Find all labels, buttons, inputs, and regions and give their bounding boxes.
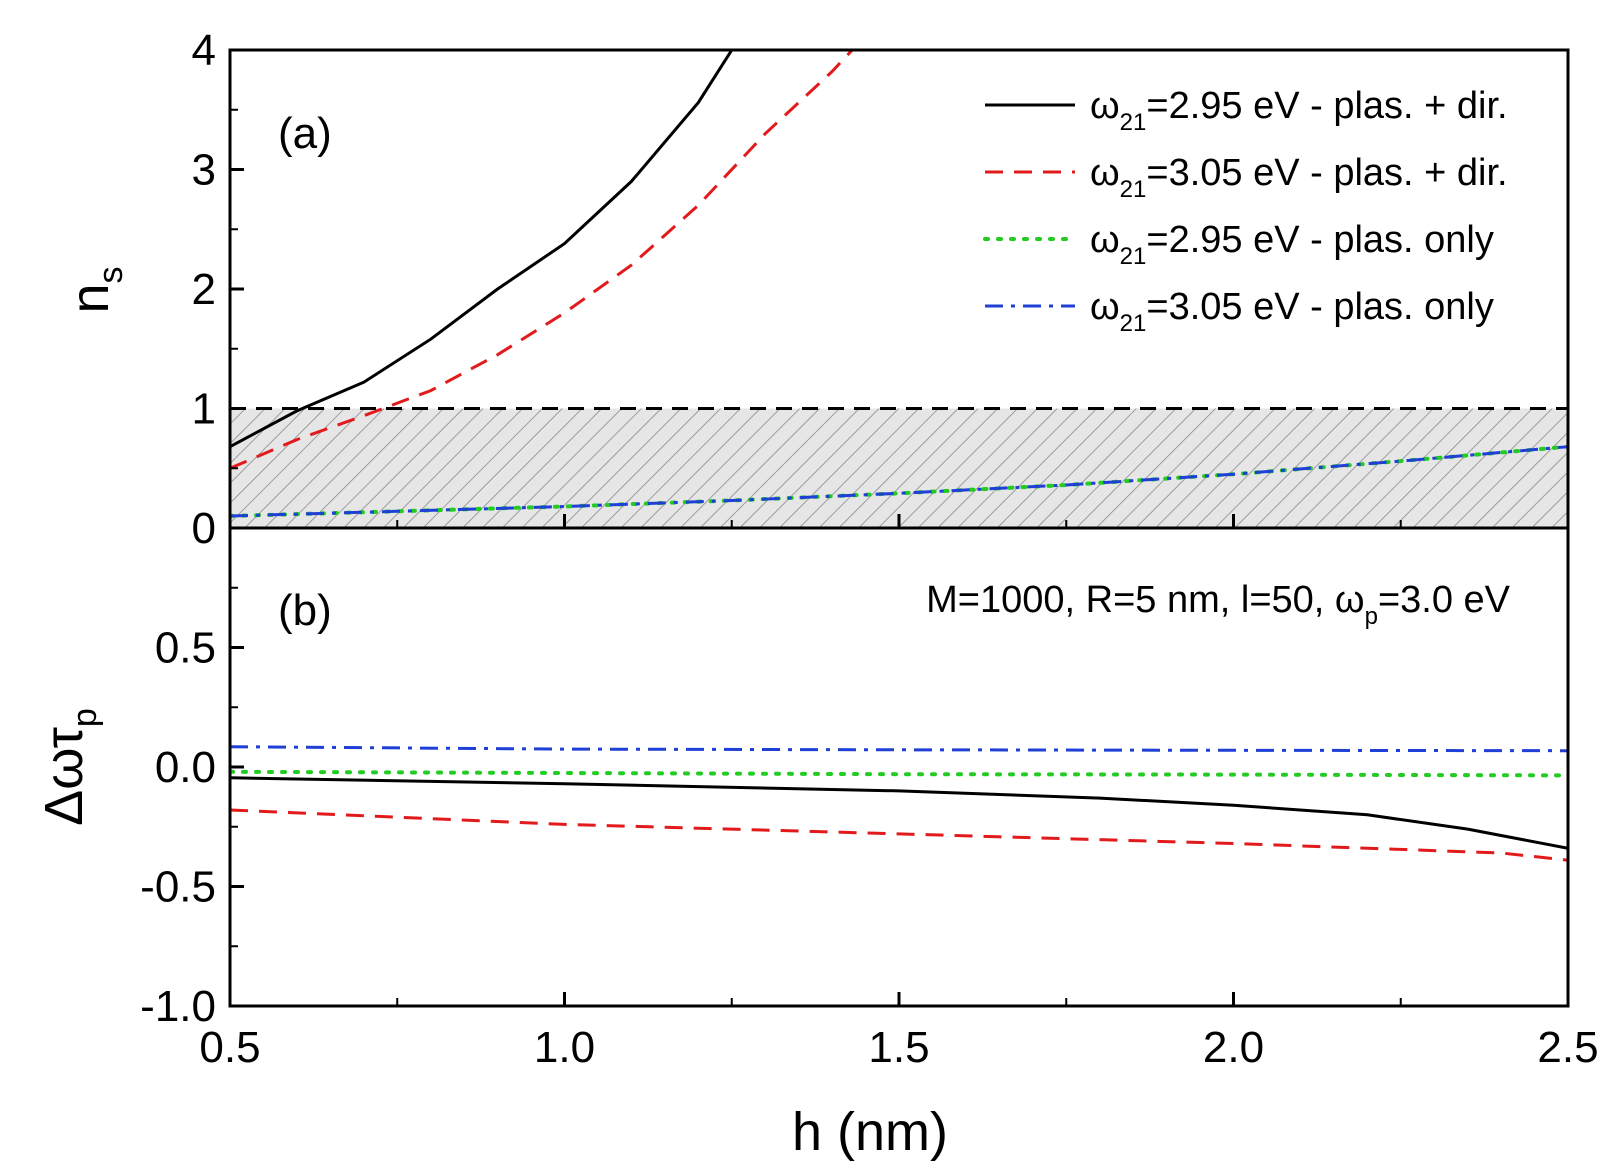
y-tick-label: 0.0	[155, 743, 216, 792]
series-line-1	[230, 50, 734, 449]
panel-a-label: (a)	[278, 109, 332, 158]
y-tick-label: 0	[192, 504, 216, 553]
y-axis-title-b: Δωτp	[34, 708, 104, 826]
panel-b: -1.0 -0.5 0.0 0.5 (b) M=1000, R=5 nm, l=50,…	[34, 579, 1568, 1031]
x-tick-label: 2.5	[1537, 1023, 1598, 1072]
legend-label-2: ω21=3.05 eV - plas. + dir.	[1090, 152, 1508, 203]
legend: ω21=2.95 eV - plas. + dir. ω21=3.05 eV - …	[983, 85, 1508, 337]
y-axis-title-a: ns	[60, 266, 130, 313]
x-tick-label: 1.0	[534, 1023, 595, 1072]
panel-b-label: (b)	[278, 586, 332, 635]
legend-label-4: ω21=3.05 eV - plas. only	[1090, 286, 1494, 337]
series-line-1	[230, 776, 1568, 850]
y-tick-label: 2	[192, 265, 216, 314]
x-tick-label: 2.0	[1203, 1023, 1264, 1072]
series-line-4	[230, 445, 1568, 518]
legend-label-3: ω21=2.95 eV - plas. only	[1090, 219, 1494, 270]
y-tick-label: 0.5	[155, 624, 216, 673]
y-tick-label: 3	[192, 146, 216, 195]
series-line-4	[230, 745, 1568, 753]
x-tick-label: 0.5	[199, 1023, 260, 1072]
x-tick-label: 1.5	[868, 1023, 929, 1072]
series-line-3	[230, 769, 1568, 778]
series-line-2	[230, 50, 854, 470]
parameter-annotation: M=1000, R=5 nm, l=50, ωp=3.0 eV	[926, 579, 1510, 630]
y-tick-label: -0.5	[140, 863, 216, 912]
legend-label-1: ω21=2.95 eV - plas. + dir.	[1090, 85, 1508, 136]
x-axis-title: h (nm)	[792, 1102, 948, 1162]
y-tick-label: 4	[192, 26, 216, 75]
series-line-2	[230, 808, 1568, 862]
y-tick-label: 1	[192, 385, 216, 434]
plot-frame-b	[228, 526, 1570, 1008]
y-tick-label: -1.0	[140, 982, 216, 1031]
